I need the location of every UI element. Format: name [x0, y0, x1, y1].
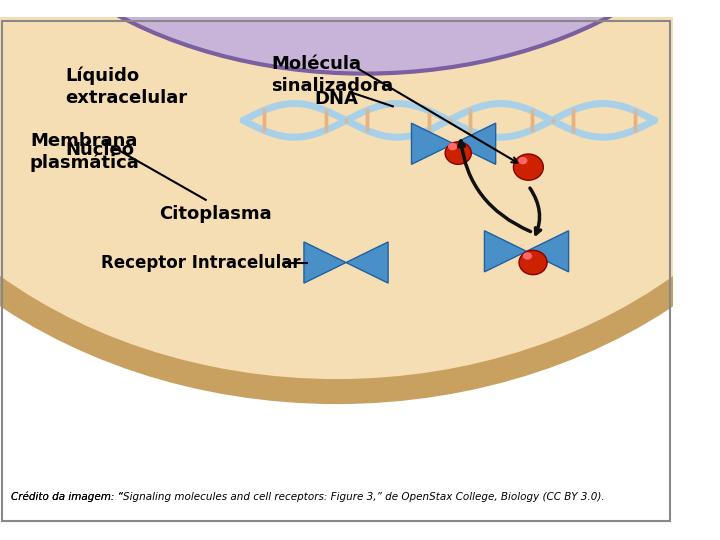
Text: Núcleo: Núcleo — [66, 141, 135, 159]
Polygon shape — [485, 231, 526, 272]
Text: Crédito da imagem: “: Crédito da imagem: “ — [12, 491, 123, 502]
Bar — [0, 521, 673, 523]
Ellipse shape — [519, 251, 547, 275]
Ellipse shape — [445, 142, 472, 164]
Polygon shape — [526, 231, 569, 272]
Polygon shape — [304, 242, 346, 283]
Ellipse shape — [518, 157, 528, 164]
Ellipse shape — [0, 0, 720, 392]
Text: Receptor Intracelular: Receptor Intracelular — [101, 253, 301, 272]
Text: Membrana
plasmática: Membrana plasmática — [30, 132, 140, 172]
Text: Citoplasma: Citoplasma — [159, 205, 271, 223]
Text: Líquido
extracelular: Líquido extracelular — [66, 66, 188, 107]
Ellipse shape — [523, 252, 532, 260]
Text: Crédito da imagem: “Signaling molecules and cell receptors: Figure 3,” de OpenSt: Crédito da imagem: “Signaling molecules … — [12, 491, 605, 502]
Text: Molécula
sinalizadora: Molécula sinalizadora — [271, 55, 393, 95]
Text: DNA: DNA — [315, 90, 359, 109]
Polygon shape — [412, 123, 454, 164]
Ellipse shape — [513, 154, 544, 180]
Polygon shape — [454, 123, 495, 164]
Polygon shape — [346, 242, 388, 283]
Ellipse shape — [448, 143, 457, 150]
Ellipse shape — [0, 0, 720, 73]
